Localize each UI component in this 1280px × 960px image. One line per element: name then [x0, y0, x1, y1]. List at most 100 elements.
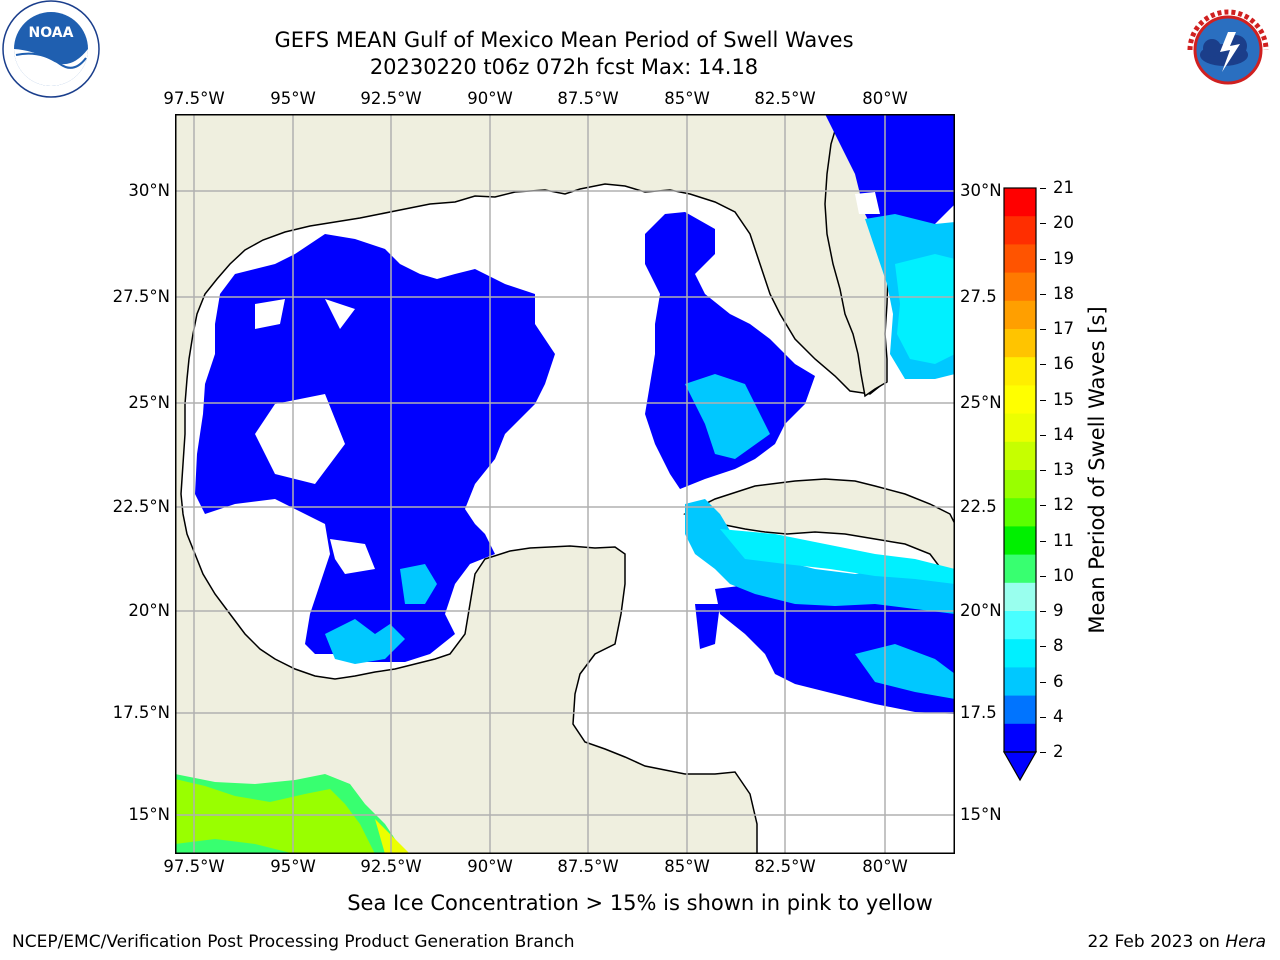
- colorbar-tick-mark: [1040, 399, 1046, 401]
- lon-tick-bottom-7: 82.5°W: [754, 857, 816, 876]
- lon-tick-bottom-8: 80°W: [862, 857, 908, 876]
- colorbar-segment: [1004, 498, 1036, 527]
- noaa-logo-text: NOAA: [29, 25, 74, 41]
- footer-date: 22 Feb 2023 on Hera: [1087, 932, 1266, 952]
- lon-tick-top-8: 80°W: [862, 89, 908, 108]
- colorbar-tick-mark: [1040, 470, 1046, 471]
- lon-tick-bottom-2: 95°W: [270, 857, 316, 876]
- colorbar-tick: 13: [1053, 460, 1074, 479]
- lon-tick-bottom-5: 87.5°W: [557, 857, 619, 876]
- colorbar-segment: [1004, 385, 1036, 415]
- lon-tick-top-7: 82.5°W: [754, 89, 816, 108]
- colorbar-tick-mark: [1040, 505, 1046, 507]
- colorbar-segment: [1004, 441, 1036, 471]
- swell-gaps: [255, 192, 880, 574]
- lat-tick-right-2: 27.5: [960, 287, 997, 306]
- colorbar-tick-mark: [1040, 364, 1046, 366]
- colorbar-extend-arrow: [1002, 751, 1038, 782]
- lat-tick-left-1: 30°N: [128, 181, 170, 200]
- colorbar-tick-mark: [1040, 258, 1046, 260]
- colorbar-tick: 8: [1053, 636, 1064, 656]
- colorbar-tick: 19: [1053, 248, 1074, 268]
- swell-very-long-period: [175, 779, 375, 854]
- colorbar-tick-mark: [1040, 716, 1046, 718]
- colorbar-tick: 21: [1053, 178, 1074, 197]
- swell-high-period: [720, 254, 955, 584]
- colorbar-tick: 14: [1053, 424, 1074, 444]
- colorbar-tick-mark: [1040, 293, 1046, 295]
- lat-tick-right-3: 25°N: [960, 393, 1002, 412]
- colorbar-tick-mark: [1040, 329, 1046, 330]
- colorbar-tick: 16: [1053, 354, 1074, 374]
- colorbar-tick-mark: [1040, 611, 1046, 612]
- colorbar-segment: [1004, 357, 1036, 386]
- colorbar-segment: [1004, 667, 1036, 697]
- colorbar-tick: 2: [1053, 742, 1064, 761]
- lon-tick-bottom-1: 97.5°W: [163, 857, 225, 876]
- colorbar-tick: 9: [1053, 601, 1064, 620]
- colorbar-segment: [1004, 216, 1036, 245]
- lat-tick-right-7: 15°N: [960, 805, 1002, 824]
- colorbar-tick: 12: [1053, 495, 1074, 515]
- colorbar-segment: [1004, 329, 1036, 358]
- colorbar-segment: [1004, 611, 1036, 640]
- colorbar-segment: [1004, 272, 1036, 302]
- lat-tick-left-3: 25°N: [128, 393, 170, 412]
- map-gridlines: [175, 114, 955, 854]
- lon-tick-top-4: 90°W: [467, 89, 513, 108]
- lon-tick-top-3: 92.5°W: [360, 89, 422, 108]
- map-plot: [174, 113, 956, 855]
- lat-tick-left-4: 22.5°N: [112, 497, 170, 516]
- colorbar-tick: 11: [1053, 530, 1074, 550]
- lon-tick-bottom-6: 85°W: [664, 857, 710, 876]
- sea-ice-caption: Sea Ice Concentration > 15% is shown in …: [347, 891, 933, 915]
- footer-host: Hera: [1225, 932, 1266, 952]
- colorbar-segment: [1004, 582, 1036, 612]
- colorbar-tick: 17: [1053, 319, 1074, 338]
- colorbar-segment: [1004, 639, 1036, 668]
- lat-tick-left-6: 17.5°N: [112, 703, 170, 722]
- noaa-logo: NOAA: [0, 0, 104, 104]
- colorbar-segment: [1004, 695, 1036, 725]
- lat-tick-right-5: 20°N: [960, 601, 1002, 620]
- colorbar-segment: [1004, 723, 1036, 753]
- colorbar-tick-mark: [1040, 540, 1046, 542]
- colorbar-segment: [1004, 413, 1036, 443]
- lat-tick-left-7: 15°N: [128, 805, 170, 824]
- colorbar-tick-mark: [1040, 223, 1046, 225]
- chart-title: GEFS MEAN Gulf of Mexico Mean Period of …: [274, 28, 854, 52]
- colorbar-tick-mark: [1040, 646, 1046, 648]
- colorbar-tick-mark: [1040, 752, 1046, 753]
- land-north-america: [174, 113, 886, 855]
- lat-tick-right-1: 30°N: [960, 181, 1002, 200]
- colorbar-tick-mark: [1040, 434, 1046, 436]
- lon-tick-top-5: 87.5°W: [557, 89, 619, 108]
- footer-credit: NCEP/EMC/Verification Post Processing Pr…: [12, 932, 575, 952]
- lat-tick-left-5: 20°N: [128, 601, 170, 620]
- lat-tick-left-2: 27.5°N: [112, 287, 170, 306]
- colorbar-segment: [1004, 300, 1036, 330]
- colorbar-segment: [1004, 526, 1036, 556]
- colorbar-tick: 6: [1053, 671, 1064, 691]
- lon-tick-bottom-3: 92.5°W: [360, 857, 422, 876]
- swell-peak-period: [375, 819, 410, 854]
- lat-tick-right-4: 22.5: [960, 497, 997, 516]
- colorbar-tick: 20: [1053, 213, 1074, 233]
- lon-tick-bottom-4: 90°W: [467, 857, 513, 876]
- colorbar-segment: [1004, 188, 1036, 217]
- colorbar-frame: [1003, 187, 1037, 753]
- nws-logo: [1176, 0, 1280, 104]
- colorbar-tick-mark: [1040, 188, 1046, 189]
- colorbar-tick: 10: [1053, 565, 1074, 585]
- colorbar-tick-mark: [1040, 681, 1046, 683]
- map-frame: [175, 114, 955, 854]
- lon-tick-top-2: 95°W: [270, 89, 316, 108]
- lon-tick-top-1: 97.5°W: [163, 89, 225, 108]
- chart-subtitle: 20230220 t06z 072h fcst Max: 14.18: [369, 55, 759, 79]
- colorbar-tick: 18: [1053, 283, 1074, 303]
- colorbar-segment: [1004, 470, 1036, 499]
- lat-tick-right-6: 17.5: [960, 703, 997, 722]
- colorbar-tick: 4: [1053, 706, 1064, 726]
- colorbar-segment: [1004, 244, 1036, 274]
- colorbar-segment: [1004, 554, 1036, 584]
